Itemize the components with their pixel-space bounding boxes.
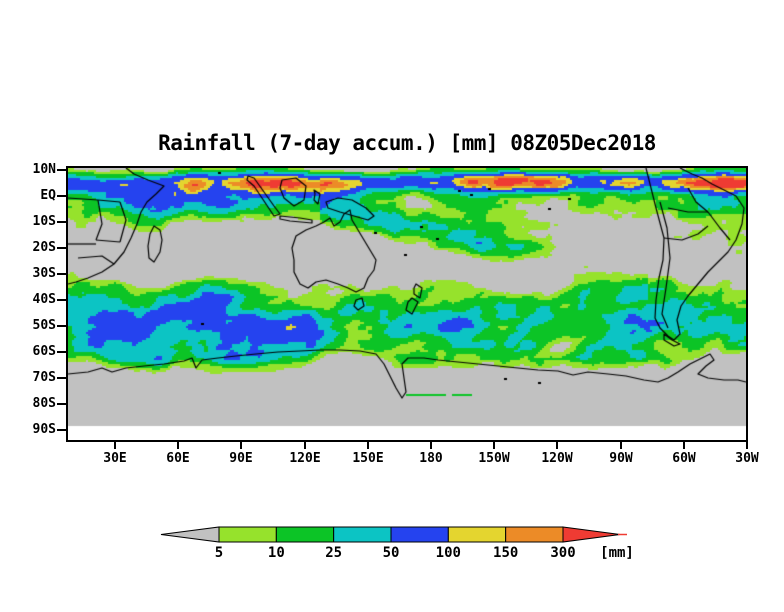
y-tick [57,403,66,405]
x-tick-label: 30W [735,451,759,466]
colorbar-unit-label: [mm] [600,545,634,561]
x-tick [240,442,242,449]
figure-title: Rainfall (7-day accum.) [mm] 08Z05Dec201… [158,131,656,155]
y-tick [57,247,66,249]
y-tick-label: 10N [32,162,56,177]
x-tick [114,442,116,449]
x-tick-label: 180 [419,451,443,466]
y-tick [57,169,66,171]
x-tick-label: 150W [478,451,510,466]
x-tick [430,442,432,449]
colorbar-segment [505,526,564,543]
y-tick-label: EQ [40,188,56,203]
x-tick [620,442,622,449]
colorbar-level-label: 300 [550,545,575,561]
y-tick [57,377,66,379]
colorbar-svg: 5 10 25 50 100 150 300 [mm] [160,526,634,561]
y-tick [57,429,66,431]
y-tick [57,325,66,327]
x-tick [177,442,179,449]
colorbar-segment [447,526,507,543]
map-panel [66,166,748,442]
colorbar-under-arrow [160,526,220,543]
y-tick-label: 30S [32,266,56,281]
colorbar-level-label: 5 [215,545,223,561]
y-tick [57,195,66,197]
y-tick [57,299,66,301]
colorbar-level-label: 100 [436,545,461,561]
colorbar-over-arrow [562,526,621,543]
x-tick [556,442,558,449]
y-tick-label: 80S [32,396,56,411]
x-tick-label: 90E [229,451,253,466]
rainfall-map-canvas [68,168,746,440]
y-tick-label: 60S [32,344,56,359]
x-tick [367,442,369,449]
x-tick-label: 60E [166,451,190,466]
colorbar-level-label: 50 [383,545,400,561]
colorbar-segment [390,526,449,543]
x-tick-label: 30E [103,451,127,466]
x-tick-label: 60W [672,451,696,466]
y-tick-label: 40S [32,292,56,307]
colorbar-segment [218,526,277,543]
x-tick [304,442,306,449]
x-tick-label: 90W [609,451,633,466]
colorbar: 5 10 25 50 100 150 300 [mm] [150,516,650,568]
y-tick-label: 90S [32,422,56,437]
x-tick-label: 120W [541,451,573,466]
colorbar-level-label: 150 [493,545,518,561]
y-tick-label: 20S [32,240,56,255]
x-tick [493,442,495,449]
x-tick-label: 150E [352,451,384,466]
y-tick-label: 10S [32,214,56,229]
y-tick [57,351,66,353]
colorbar-level-label: 10 [268,545,285,561]
y-tick-label: 70S [32,370,56,385]
y-tick-label: 50S [32,318,56,333]
colorbar-segment [275,526,335,543]
x-tick [746,442,748,449]
x-tick [683,442,685,449]
colorbar-level-label: 25 [325,545,342,561]
colorbar-segment [333,526,392,543]
y-tick [57,221,66,223]
x-tick-label: 120E [289,451,321,466]
y-tick [57,273,66,275]
